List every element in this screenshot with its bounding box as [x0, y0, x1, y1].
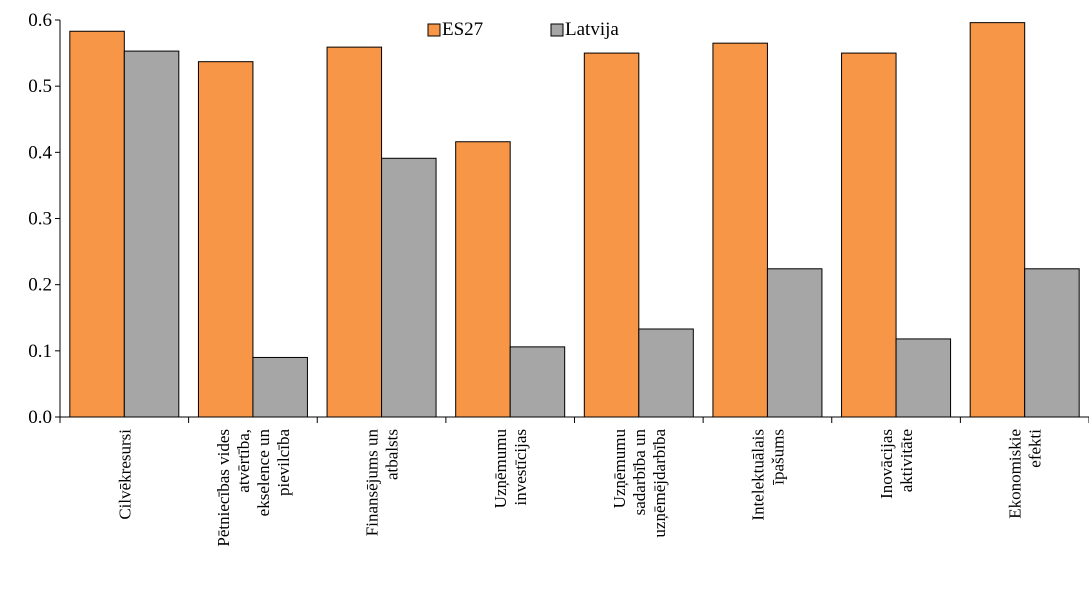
bar-es27-5 — [712, 42, 768, 418]
category-label-line: efekti — [1026, 429, 1045, 468]
bar-es27-6 — [841, 52, 897, 418]
category-label-line: Uzņēmumu — [491, 429, 510, 509]
y-tick-label: 0.3 — [28, 209, 52, 230]
bar-latvija-1 — [252, 356, 308, 418]
category-label-line: Cilvēkresursi — [115, 429, 134, 520]
bar-latvija-6 — [895, 338, 952, 418]
bar-es27-0 — [69, 30, 125, 418]
bar-es27-3 — [455, 141, 511, 418]
bar-es27-1 — [197, 61, 254, 418]
category-label: Finansējums un atbalsts — [363, 429, 402, 537]
category-label: Pētniecības vides atvērtība, ekselence un p… — [214, 429, 293, 547]
bar-latvija-0 — [123, 50, 180, 418]
legend: ES27 Latvija — [427, 19, 619, 40]
category-label-line: atvērtība, — [234, 429, 253, 493]
bar-latvija-4 — [638, 328, 694, 418]
category-label: Inovācijas aktivitāte — [877, 429, 916, 499]
category-label: Intelektuālais īpašums — [748, 429, 787, 521]
y-tick-label: 0.2 — [28, 275, 52, 296]
category-label-line: pievilcība — [274, 429, 293, 496]
category-label: Ekonomiskie efekti — [1006, 429, 1045, 519]
y-tick-label: 0.1 — [28, 341, 52, 362]
category-label-line: atbalsts — [383, 429, 402, 480]
bar-es27-2 — [326, 46, 383, 418]
category-label-line: sadarbība un — [630, 429, 649, 516]
y-tick-label: 0.4 — [28, 142, 52, 163]
y-tick-label: 0.6 — [28, 10, 52, 31]
category-label-line: ekselence un — [254, 429, 273, 517]
category-labels: Cilvēkresursi Pētniecības vides atvērtība,… — [115, 429, 1044, 547]
y-tick-label: 0.5 — [28, 76, 52, 97]
bar-latvija-5 — [766, 268, 823, 418]
category-label-line: Pētniecības vides — [214, 429, 233, 547]
legend-swatch — [550, 23, 564, 37]
bar-latvija-7 — [1024, 268, 1080, 418]
legend-swatch — [427, 23, 441, 37]
bars — [69, 22, 1080, 418]
category-label-line: Finansējums un — [363, 429, 382, 537]
category-label-line: Ekonomiskie — [1006, 429, 1025, 519]
category-label: Uzņēmumu investīcijas — [491, 429, 530, 509]
category-label-line: Uzņēmumu — [610, 429, 629, 509]
legend-label: ES27 — [442, 19, 483, 40]
bar-latvija-2 — [381, 157, 437, 418]
legend-label: Latvija — [565, 19, 619, 40]
category-label-line: investīcijas — [511, 429, 530, 505]
y-ticks: 0.0 0.1 0.2 0.3 0.4 0.5 0.6 — [28, 10, 60, 428]
y-tick-label: 0.0 — [28, 407, 52, 428]
bar-es27-4 — [583, 52, 640, 418]
category-label-line: īpašums — [768, 429, 787, 486]
category-label: Uzņēmumu sadarbība un uzņēmējdarbība — [610, 429, 669, 538]
category-label: Cilvēkresursi — [115, 429, 134, 520]
bar-latvija-3 — [509, 346, 566, 418]
category-label-line: aktivitāte — [897, 429, 916, 492]
category-label-line: Inovācijas — [877, 429, 896, 499]
bar-es27-7 — [969, 22, 1026, 418]
category-label-line: Intelektuālais — [748, 429, 767, 521]
category-label-line: uzņēmējdarbība — [650, 429, 669, 538]
